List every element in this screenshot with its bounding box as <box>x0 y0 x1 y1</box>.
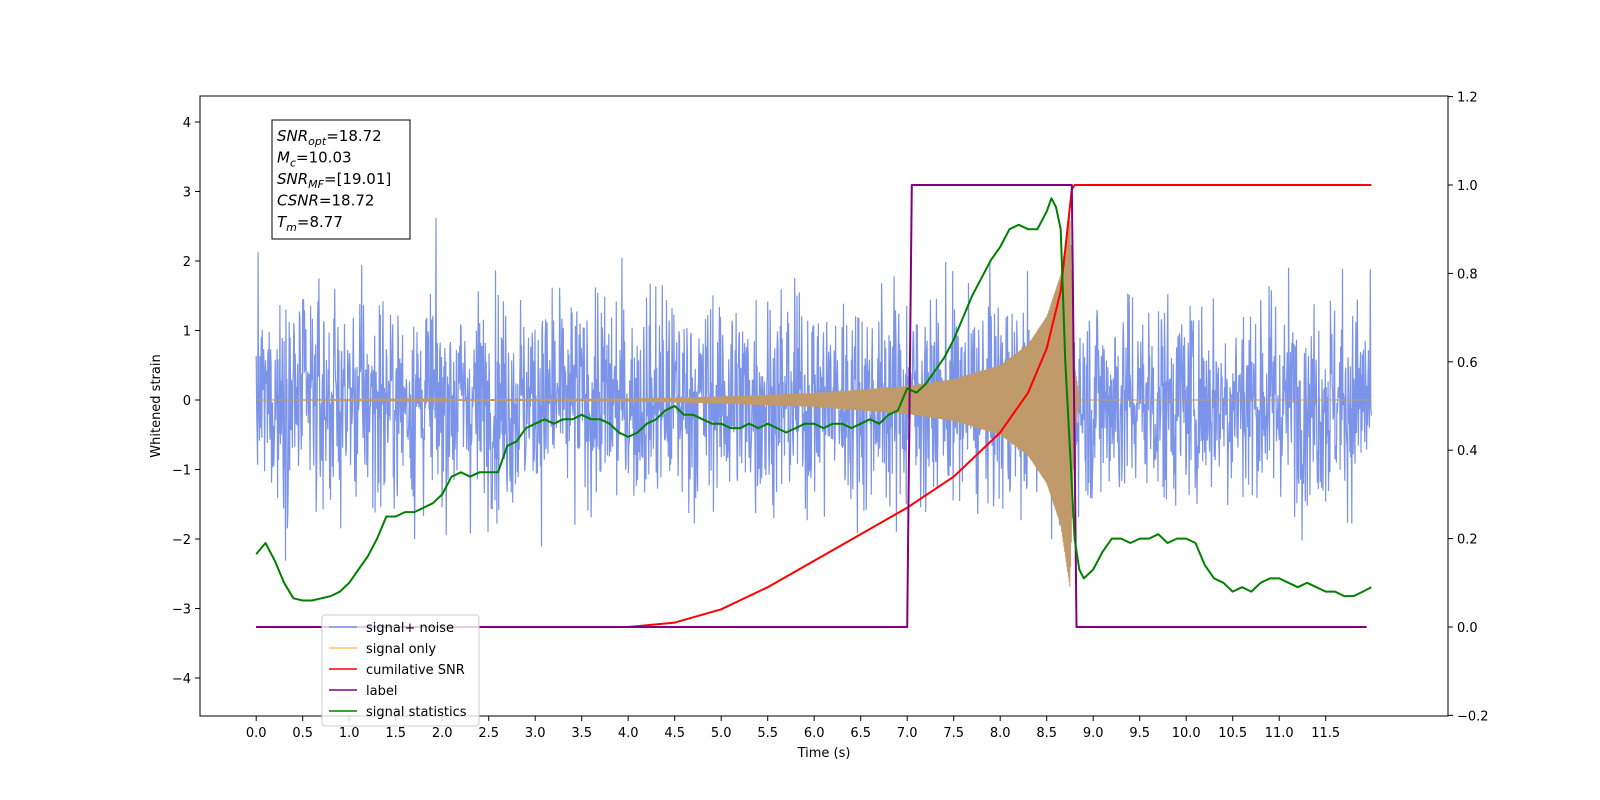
x-tick-label: 8.5 <box>1036 726 1057 741</box>
x-axis-ticks: 0.0 0.5 1.0 1.5 2.0 2.5 3.0 3.5 4.0 4.5 5.0 5.5 6.0 6… <box>246 716 1340 741</box>
x-tick-label: 9.0 <box>1083 726 1104 741</box>
annotation-line: SNRopt=18.72 <box>277 127 382 148</box>
x-tick-label: 10.5 <box>1218 726 1247 741</box>
x-axis-label: Time (s) <box>797 746 851 761</box>
series-signal-noise <box>255 218 1372 561</box>
x-tick-label: 6.0 <box>804 726 825 741</box>
x-tick-label: 1.5 <box>385 726 406 741</box>
right-axis-series <box>255 184 1372 628</box>
y-left-tick-label: −3 <box>172 603 191 618</box>
y-left-tick-label: 2 <box>183 255 191 270</box>
x-tick-label: 2.0 <box>432 726 453 741</box>
legend-label: cumilative SNR <box>366 663 465 678</box>
x-tick-label: 3.0 <box>525 726 546 741</box>
legend: signal+ noise signal only cumilative SNR la… <box>321 614 480 727</box>
x-tick-label: 3.5 <box>571 726 592 741</box>
y-right-tick-label: 0.6 <box>1457 356 1478 371</box>
series-signal-statistics <box>255 197 1372 602</box>
y-right-tick-label: 0.2 <box>1457 533 1478 548</box>
y-right-tick-label: 0.4 <box>1457 444 1478 459</box>
y-left-tick-label: 3 <box>183 186 191 201</box>
x-tick-label: 10.0 <box>1172 726 1201 741</box>
y-right-tick-label: 0.0 <box>1457 621 1478 636</box>
legend-label: signal+ noise <box>366 621 454 636</box>
x-tick-label: 11.5 <box>1311 726 1340 741</box>
y-left-tick-label: 1 <box>183 325 191 340</box>
annotation-line: CSNR=18.72 <box>277 192 374 210</box>
legend-label: signal only <box>366 642 436 657</box>
x-tick-label: 2.5 <box>478 726 499 741</box>
plot-frame <box>199 95 1449 717</box>
x-tick-label: 0.5 <box>292 726 313 741</box>
x-tick-label: 4.5 <box>664 726 685 741</box>
series-signal-only <box>256 215 1372 587</box>
x-tick-label: 0.0 <box>246 726 267 741</box>
series-label <box>256 184 1367 628</box>
x-tick-label: 6.5 <box>850 726 871 741</box>
y-axis-left-ticks: 4 3 2 1 0 −1 −2 −3 −4 <box>172 116 200 687</box>
signal-noise-line <box>255 218 1372 561</box>
x-tick-label: 11.0 <box>1265 726 1294 741</box>
legend-label: label <box>366 684 397 699</box>
y-right-tick-label: 1.0 <box>1457 179 1478 194</box>
legend-label: signal statistics <box>366 705 467 720</box>
annotation-line: Mc=10.03 <box>277 149 352 170</box>
x-tick-label: 5.5 <box>757 726 778 741</box>
series-cumilative-snr <box>256 184 1372 628</box>
y-right-tick-label: −0.2 <box>1457 709 1489 724</box>
x-tick-label: 7.0 <box>897 726 918 741</box>
annotation-line: SNRMF=[19.01] <box>277 170 391 191</box>
annotation-frame <box>271 119 411 240</box>
x-tick-label: 5.0 <box>711 726 732 741</box>
annotation-line: Tm=8.77 <box>277 213 343 234</box>
y-left-tick-label: −2 <box>172 533 191 548</box>
x-tick-label: 8.0 <box>990 726 1011 741</box>
y-left-tick-label: 4 <box>183 116 191 131</box>
x-tick-label: 1.0 <box>339 726 360 741</box>
y-left-tick-label: 0 <box>183 394 191 409</box>
y-left-tick-label: −4 <box>172 672 191 687</box>
y-right-tick-label: 0.8 <box>1457 267 1478 282</box>
y-right-tick-label: 1.2 <box>1457 91 1478 106</box>
y-axis-right-ticks: 1.2 1.0 0.8 0.6 0.4 0.2 0.0 −0.2 <box>1448 91 1489 724</box>
x-tick-label: 4.0 <box>618 726 639 741</box>
legend-frame <box>321 614 480 727</box>
signal-only-line <box>256 215 1372 587</box>
y-left-tick-label: −1 <box>172 464 191 479</box>
y-axis-label: Whitened strain <box>149 354 164 457</box>
annotation-box: SNRopt=18.72Mc=10.03SNRMF=[19.01]CSNR=18… <box>271 119 411 240</box>
x-tick-label: 7.5 <box>943 726 964 741</box>
x-tick-label: 9.5 <box>1129 726 1150 741</box>
